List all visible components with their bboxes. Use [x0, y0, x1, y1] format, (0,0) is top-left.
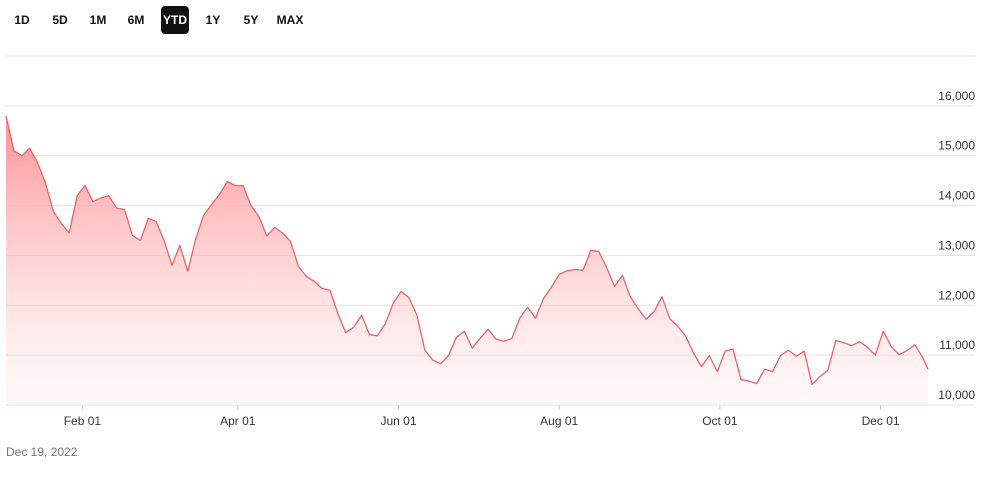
range-button[interactable]: 5D	[52, 13, 68, 27]
range-button[interactable]: 5Y	[244, 13, 259, 27]
y-tick-label: 10,000	[938, 388, 975, 402]
line	[5, 115, 929, 386]
y-tick-label: 12,000	[938, 288, 975, 302]
range-button[interactable]: MAX	[277, 13, 304, 27]
area	[6, 115, 928, 405]
footer-date: Dec 19, 2022	[6, 445, 78, 459]
range-button-label[interactable]: MAX	[277, 13, 304, 27]
y-tick-label: 15,000	[938, 139, 975, 153]
x-tick-label: Apr 01	[220, 414, 256, 428]
y-tick-label: 11,000	[939, 338, 975, 352]
y-tick-label: 13,000	[938, 238, 975, 252]
range-button[interactable]: 1D	[14, 13, 30, 27]
range-button-label[interactable]: 1M	[90, 13, 107, 27]
range-button[interactable]: 1Y	[206, 13, 221, 27]
y-tick-label: 16,000	[938, 89, 975, 103]
x-tick-label: Jun 01	[380, 414, 416, 428]
range-button[interactable]: YTD	[161, 6, 189, 34]
range-button-label[interactable]: YTD	[163, 13, 187, 27]
range-button-label[interactable]: 1Y	[206, 13, 221, 27]
range-button-label[interactable]: 5Y	[244, 13, 259, 27]
range-buttons: 1D 5D 1M 6M YTD 1Y 5Y MAX	[14, 6, 303, 34]
range-button[interactable]: 1M	[90, 13, 107, 27]
range-button-bg[interactable]	[161, 6, 189, 34]
range-button-label[interactable]: 6M	[128, 13, 145, 27]
range-button-label[interactable]: 1D	[14, 13, 30, 27]
x-tick-label: Dec 01	[862, 414, 900, 428]
range-button-label[interactable]: 5D	[52, 13, 68, 27]
x-tick-label: Aug 01	[540, 414, 578, 428]
x-tick-label: Oct 01	[702, 414, 738, 428]
x-tick-label: Feb 01	[64, 414, 102, 428]
plot: 10,000 11,000 12,000 13,000 14,000 15,000 16,0…	[5, 89, 975, 428]
range-button[interactable]: 6M	[128, 13, 145, 27]
y-tick-label: 14,000	[938, 189, 975, 203]
